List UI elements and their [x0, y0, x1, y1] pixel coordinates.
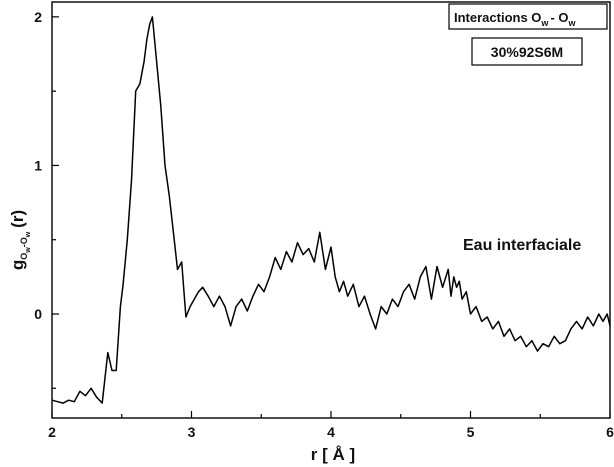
sample-label-box	[471, 37, 583, 66]
y-axis-title-sub1: O	[19, 253, 29, 260]
x-tick-label: 2	[48, 424, 56, 440]
interfacial-water-annotation: Eau interfaciale	[463, 237, 581, 254]
sample-label: 30%92S6M	[491, 44, 563, 60]
x-tick-label: 4	[327, 424, 335, 440]
legend-title-sub: w	[540, 18, 549, 28]
x-tick-labels: 2 3 4 5 6	[48, 424, 614, 440]
y-axis-title-subsub2: w	[25, 231, 32, 238]
y-axis-title-base: g	[8, 260, 27, 270]
x-axis-title: r [ Å ]	[311, 445, 355, 464]
y-tick-label: 2	[34, 9, 42, 25]
y-axis-title-suffix: (r)	[8, 210, 27, 228]
y-tick-labels: 0 1 2	[34, 9, 42, 322]
y-axis-title-sub2: O	[19, 237, 29, 244]
x-tick-label: 3	[188, 424, 196, 440]
y-axis-title: gOw-Ow(r)	[8, 210, 32, 270]
legend-title-base: Interactions O	[454, 10, 541, 25]
y-tick-label: 0	[34, 306, 42, 322]
y-tick-label: 1	[34, 157, 42, 173]
y-axis-title-dash: -	[19, 244, 29, 247]
y-axis-title-subsub1: w	[25, 247, 32, 254]
legend-title-mid: - O	[550, 10, 568, 25]
legend-title: Interactions Ow - Ow	[454, 10, 577, 28]
legend-title-sub2: w	[568, 18, 577, 28]
rdf-series-line	[51, 16, 611, 404]
x-tick-label: 5	[467, 424, 475, 440]
x-tick-label: 6	[606, 424, 614, 440]
legend-title-box	[448, 3, 608, 30]
axis-ticks	[51, 16, 611, 418]
